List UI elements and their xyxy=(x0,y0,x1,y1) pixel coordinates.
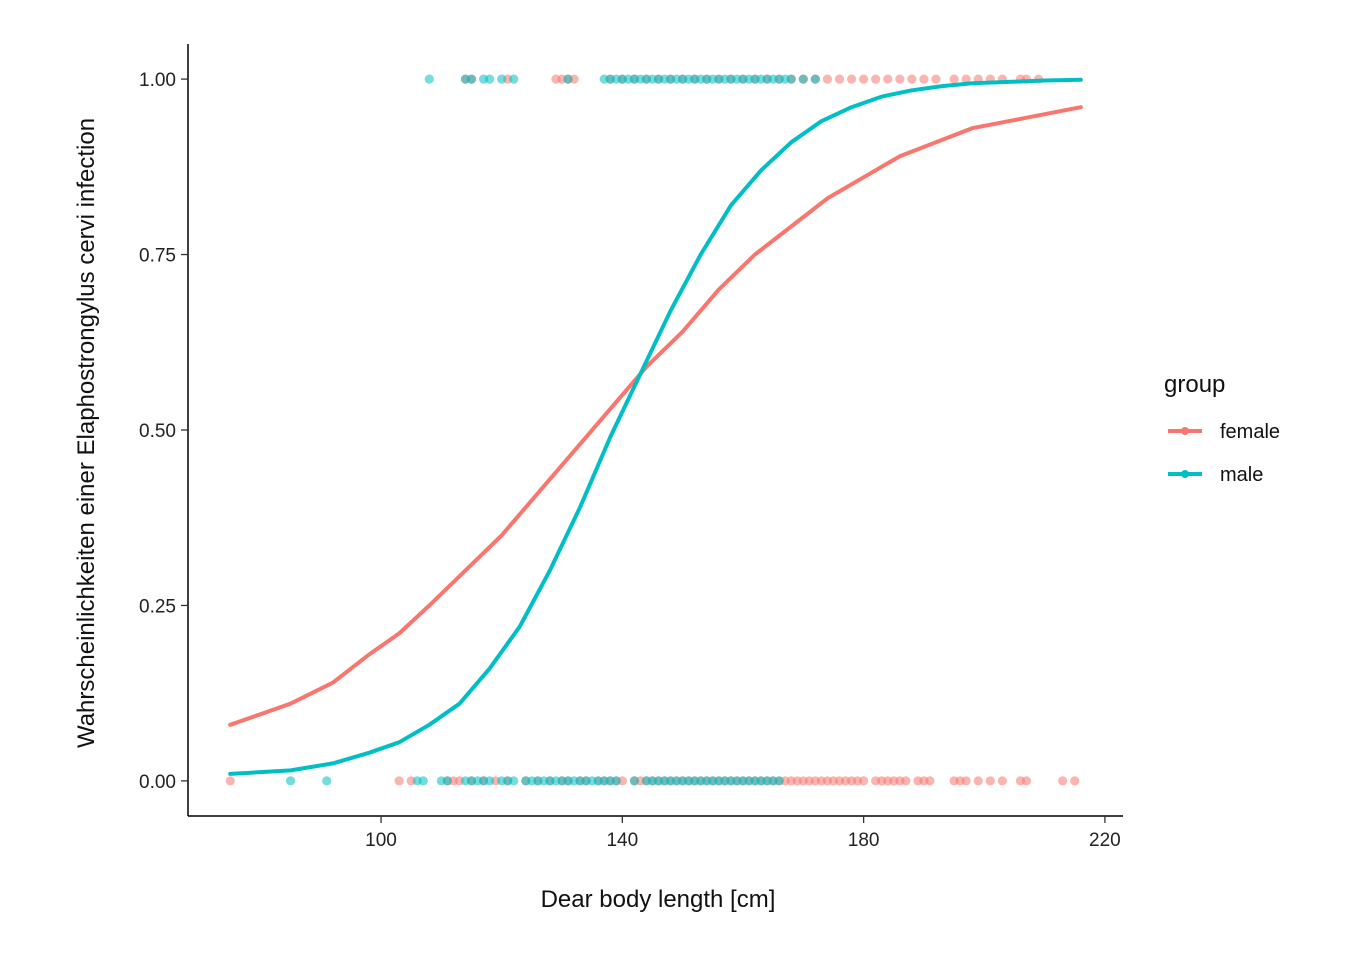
legend-marker-male xyxy=(1181,470,1189,478)
y-tick-label: 0.00 xyxy=(139,772,176,793)
points-layer xyxy=(225,74,1080,786)
data-point-male xyxy=(774,776,784,786)
data-point-male xyxy=(611,776,621,786)
data-point-female xyxy=(925,776,935,786)
data-point-female xyxy=(973,776,983,786)
data-point-male xyxy=(798,74,808,84)
data-point-male xyxy=(322,776,332,786)
legend-title: group xyxy=(1164,371,1225,398)
data-point-male xyxy=(786,74,796,84)
data-point-male xyxy=(497,74,507,84)
data-point-male xyxy=(285,776,296,786)
data-point-male xyxy=(485,776,495,786)
data-point-female xyxy=(883,74,893,84)
data-point-male xyxy=(509,776,519,786)
x-tick-label: 180 xyxy=(848,830,880,851)
y-tick-label: 0.75 xyxy=(139,246,176,267)
curves-layer xyxy=(228,77,1083,776)
data-point-male xyxy=(418,776,428,786)
data-point-female xyxy=(919,74,929,84)
data-point-female xyxy=(901,776,911,786)
data-point-female xyxy=(846,74,857,84)
legend: group female male xyxy=(1164,371,1280,486)
data-point-female xyxy=(961,776,971,786)
data-point-female xyxy=(394,776,404,786)
legend-label-male: male xyxy=(1220,464,1263,486)
points-male xyxy=(285,74,820,786)
points-female xyxy=(225,74,1080,786)
data-point-male xyxy=(485,74,495,84)
legend-marker-female xyxy=(1181,427,1189,435)
plot-area xyxy=(225,74,1083,786)
data-point-male xyxy=(466,74,477,84)
y-tick-label: 0.50 xyxy=(139,421,176,442)
legend-item-male: male xyxy=(1168,464,1263,486)
legend-item-female: female xyxy=(1168,421,1280,443)
data-point-female xyxy=(1021,776,1032,786)
x-axis-title: Dear body length [cm] xyxy=(541,886,776,913)
data-point-male xyxy=(810,74,820,84)
fit-curve-female xyxy=(228,105,1083,727)
x-ticks: 100 140 180 220 xyxy=(365,816,1121,851)
x-tick-label: 140 xyxy=(606,830,638,851)
data-point-female xyxy=(225,776,235,786)
data-point-male xyxy=(424,74,434,84)
legend-items: female male xyxy=(1168,421,1280,486)
y-ticks: 0.00 0.25 0.50 0.75 1.00 xyxy=(139,70,188,793)
data-point-female xyxy=(834,74,845,84)
data-point-female xyxy=(1070,776,1080,786)
data-point-female xyxy=(961,74,971,84)
y-tick-label: 0.25 xyxy=(139,596,176,617)
data-point-male xyxy=(442,776,452,786)
data-point-female xyxy=(871,74,881,84)
x-tick-label: 220 xyxy=(1089,830,1121,851)
axes-layer: 100 140 180 220 0.00 0.25 0.50 0.75 1.00 xyxy=(139,44,1123,851)
data-point-female xyxy=(1058,776,1068,786)
data-point-male xyxy=(563,74,573,84)
legend-label-female: female xyxy=(1220,421,1280,443)
data-point-female xyxy=(949,74,959,84)
data-point-female xyxy=(822,74,833,84)
data-point-female xyxy=(985,776,995,786)
data-point-female xyxy=(997,776,1007,786)
fit-curve-male xyxy=(228,77,1083,776)
data-point-male xyxy=(629,776,639,786)
data-point-female xyxy=(859,776,869,786)
y-tick-label: 1.00 xyxy=(139,70,176,91)
data-point-female xyxy=(907,74,917,84)
x-tick-label: 100 xyxy=(365,830,397,851)
y-axis-title: Wahrscheinlichkeiten einer Elaphostrongy… xyxy=(73,118,100,748)
data-point-male xyxy=(509,74,519,84)
data-point-female xyxy=(931,74,941,84)
data-point-female xyxy=(895,74,905,84)
data-point-female xyxy=(859,74,869,84)
